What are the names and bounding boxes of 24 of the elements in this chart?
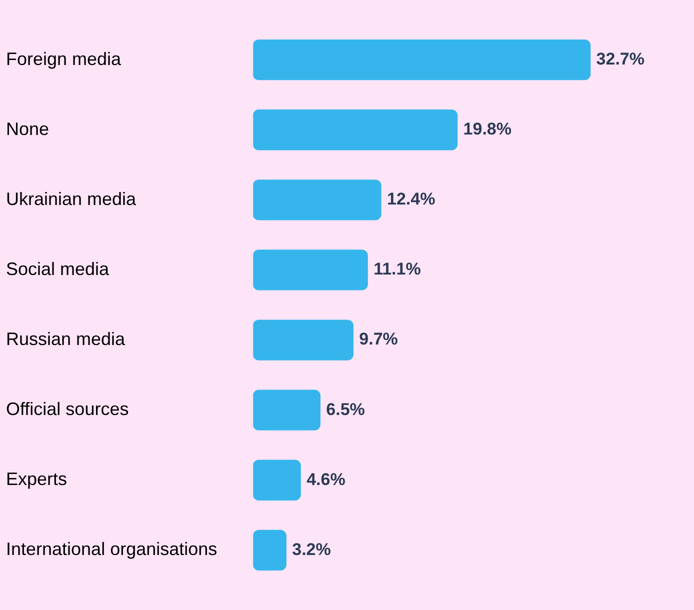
y-tick-label: Russian media xyxy=(6,328,126,349)
y-tick-label: None xyxy=(6,118,50,139)
data-label: 6.5% xyxy=(326,400,365,419)
y-tick-label: Foreign media xyxy=(6,48,122,69)
bar xyxy=(253,250,368,290)
bar xyxy=(253,530,286,571)
bar xyxy=(253,110,458,150)
bar xyxy=(253,39,591,80)
bar xyxy=(253,320,354,360)
y-tick-label: Social media xyxy=(6,258,110,279)
data-label: 19.8% xyxy=(463,120,512,139)
bar xyxy=(253,460,301,500)
data-label: 3.2% xyxy=(292,540,331,559)
data-label: 11.1% xyxy=(374,260,421,279)
y-tick-label: International organisations xyxy=(6,539,218,560)
data-label: 4.6% xyxy=(306,470,346,489)
y-tick-label: Ukrainian media xyxy=(6,188,138,209)
y-tick-label: Official sources xyxy=(6,399,129,420)
data-label: 32.7% xyxy=(596,50,644,69)
data-label: 9.7% xyxy=(359,330,398,349)
y-tick-label: Experts xyxy=(6,469,68,490)
bar xyxy=(253,390,320,430)
data-label: 12.4% xyxy=(386,190,436,209)
bar xyxy=(253,180,382,220)
